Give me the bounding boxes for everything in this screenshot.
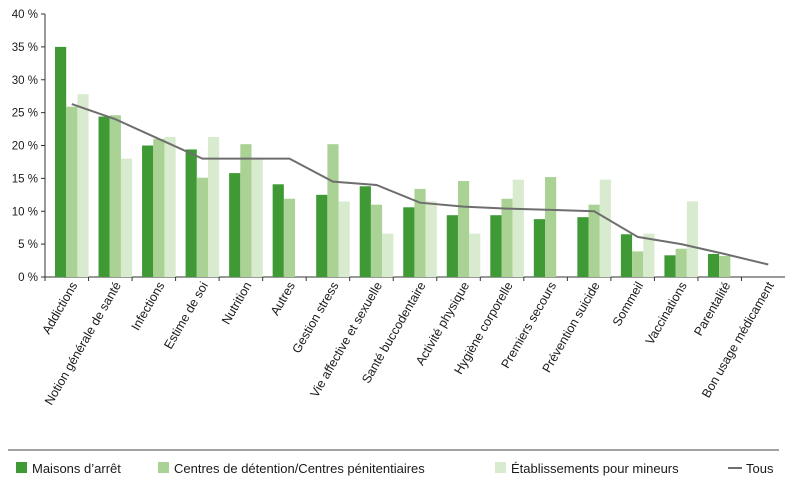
- x-category-label: Sommeil: [610, 280, 646, 329]
- legend-label: Tous: [746, 461, 774, 476]
- bar-centres: [588, 204, 600, 277]
- x-category-label: Autres: [268, 280, 298, 318]
- bar-mineurs: [512, 179, 524, 277]
- bar-centres: [109, 115, 121, 277]
- bar-maisons: [664, 255, 676, 277]
- bar-centres: [240, 144, 252, 277]
- legend-swatch: [16, 462, 27, 473]
- bar-mineurs: [469, 233, 481, 277]
- bar-maisons: [446, 215, 458, 277]
- bar-mineurs: [207, 136, 220, 277]
- bar-centres: [545, 177, 557, 277]
- x-category-label: Gestion stress: [290, 280, 342, 356]
- bar-maisons: [272, 184, 284, 277]
- bar-centres: [370, 204, 383, 277]
- x-category-label: Nutrition: [219, 279, 254, 326]
- bar-mineurs: [77, 94, 89, 277]
- bar-maisons: [403, 207, 415, 277]
- bar-centres: [414, 188, 426, 277]
- bar-maisons: [142, 145, 154, 277]
- bar-maisons: [577, 217, 589, 277]
- bar-mineurs: [338, 201, 350, 277]
- bar-centres: [457, 181, 470, 277]
- y-tick-label: 35 %: [12, 42, 38, 54]
- y-tick-label: 30 %: [12, 75, 38, 87]
- bar-mineurs: [251, 158, 263, 277]
- bar-maisons: [533, 219, 546, 277]
- x-category-label: Infections: [129, 280, 168, 333]
- y-tick-label: 25 %: [12, 108, 38, 120]
- line-tous: [71, 103, 769, 266]
- bar-centres: [327, 144, 339, 277]
- x-category-label: Vaccinations: [643, 280, 690, 348]
- bar-centres: [153, 138, 165, 277]
- line-series: [71, 103, 769, 266]
- bar-maisons: [98, 116, 110, 277]
- bar-maisons: [620, 234, 633, 277]
- bar-maisons: [229, 173, 241, 277]
- y-tick-label: 10 %: [12, 206, 38, 218]
- bar-centres: [675, 248, 687, 277]
- y-tick-label: 0 %: [18, 272, 38, 284]
- bar-mineurs: [599, 179, 611, 277]
- bar-mineurs: [382, 233, 394, 277]
- bar-centres: [66, 106, 78, 278]
- y-tick-label: 15 %: [12, 173, 38, 185]
- bar-centres: [283, 198, 296, 277]
- bar-mineurs: [686, 201, 699, 277]
- bar-maisons: [359, 186, 371, 277]
- legend-label: Centres de détention/Centres pénitentiai…: [174, 461, 425, 476]
- x-category-label: Parentalité: [691, 279, 733, 338]
- bars: [55, 46, 731, 278]
- legend: Maisons d’arrêt Centres de détention/Cent…: [8, 449, 779, 476]
- y-tick-label: 5 %: [18, 239, 38, 251]
- bar-maisons: [707, 253, 720, 277]
- bar-centres: [501, 198, 513, 277]
- y-axis: 0 % 5 % 10 % 15 % 20 % 25 % 30 % 35 % 40 %: [12, 9, 46, 284]
- y-tick-label: 40 %: [12, 9, 38, 21]
- x-category-label: Addictions: [39, 280, 80, 337]
- legend-label: Établissements pour mineurs: [511, 461, 679, 476]
- legend-swatch: [158, 462, 169, 473]
- x-category-label: Estime de soi: [161, 280, 211, 352]
- x-category-label: Notion générale de santé: [42, 279, 124, 407]
- bar-mineurs: [643, 233, 655, 277]
- bar-maisons: [55, 46, 67, 277]
- bar-centres: [719, 255, 731, 277]
- bar-mineurs: [425, 201, 437, 277]
- y-tick-label: 20 %: [12, 141, 38, 153]
- bar-maisons: [185, 149, 197, 277]
- bar-maisons: [316, 194, 328, 277]
- bar-centres: [632, 251, 644, 277]
- bar-mineurs: [120, 158, 133, 277]
- bar-maisons: [490, 215, 502, 277]
- bar-centres: [196, 177, 208, 277]
- legend-swatch: [495, 462, 506, 473]
- bar-mineurs: [164, 136, 176, 277]
- legend-label: Maisons d’arrêt: [32, 461, 121, 476]
